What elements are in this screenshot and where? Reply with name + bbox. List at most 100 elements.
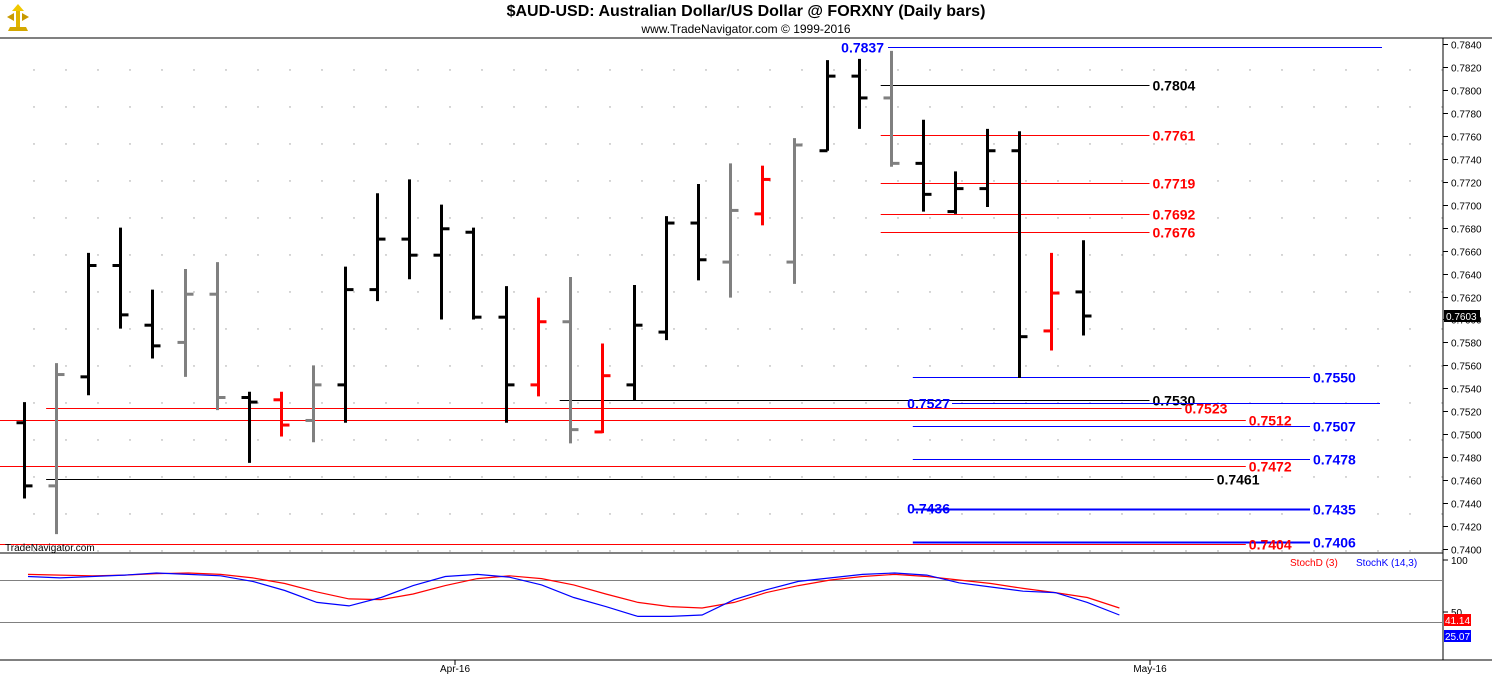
- grid-dot: [129, 476, 131, 478]
- grid-dot: [161, 513, 163, 515]
- grid-dot: [993, 291, 995, 293]
- grid-dot: [1249, 439, 1251, 441]
- grid-dot: [705, 439, 707, 441]
- ohlc-bar: [658, 216, 675, 341]
- ohlc-bar: [80, 252, 97, 396]
- grid-dot: [449, 365, 451, 367]
- grid-dot: [1281, 180, 1283, 182]
- grid-dot: [1377, 513, 1379, 515]
- y-tick-label: 0.7520: [1451, 408, 1482, 419]
- grid-dot: [385, 106, 387, 108]
- y-tick-label: 0.7820: [1451, 64, 1482, 75]
- grid-dot: [833, 513, 835, 515]
- grid-dot: [801, 69, 803, 71]
- grid-dot: [33, 328, 35, 330]
- grid-dot: [193, 550, 195, 552]
- ohlc-bar: [177, 268, 194, 377]
- grid-dot: [897, 254, 899, 256]
- grid-dot: [609, 402, 611, 404]
- grid-dot: [321, 328, 323, 330]
- grid-dot: [961, 328, 963, 330]
- grid-dot: [353, 143, 355, 145]
- grid-dot: [1153, 106, 1155, 108]
- grid-dot: [1121, 365, 1123, 367]
- grid-dot: [961, 254, 963, 256]
- grid-dot: [705, 291, 707, 293]
- ohlc-bar: [786, 138, 803, 284]
- grid-dot: [1057, 106, 1059, 108]
- grid-dot: [929, 217, 931, 219]
- grid-dot: [193, 476, 195, 478]
- grid-dot: [673, 550, 675, 552]
- ohlc-bar: [979, 128, 996, 207]
- ohlc-bar: [1011, 131, 1028, 378]
- trade-navigator-logo: [4, 3, 32, 33]
- grid-dot: [897, 69, 899, 71]
- grid-dot: [1249, 180, 1251, 182]
- grid-dot: [1025, 180, 1027, 182]
- grid-dot: [1313, 106, 1315, 108]
- ohlc-bar: [337, 266, 354, 423]
- grid-dot: [513, 69, 515, 71]
- grid-dot: [609, 69, 611, 71]
- grid-dot: [1313, 69, 1315, 71]
- y-tick-label: 0.7640: [1451, 271, 1482, 282]
- grid-dot: [929, 476, 931, 478]
- grid-dot: [1281, 106, 1283, 108]
- grid-dot: [97, 550, 99, 552]
- grid-dot: [577, 513, 579, 515]
- grid-dot: [257, 106, 259, 108]
- grid-dot: [1313, 254, 1315, 256]
- grid-dot: [129, 439, 131, 441]
- grid-dot: [1217, 69, 1219, 71]
- grid-dot: [1025, 476, 1027, 478]
- grid-dot: [641, 328, 643, 330]
- stoch-y-tick-label: 100: [1451, 556, 1468, 567]
- grid-dot: [481, 476, 483, 478]
- grid-dot: [545, 513, 547, 515]
- grid-dot: [641, 439, 643, 441]
- grid-dot: [833, 476, 835, 478]
- grid-dot: [961, 180, 963, 182]
- grid-dot: [1121, 439, 1123, 441]
- grid-dot: [257, 439, 259, 441]
- grid-dot: [897, 365, 899, 367]
- grid-dot: [705, 180, 707, 182]
- grid-dot: [1281, 69, 1283, 71]
- grid-dot: [1121, 291, 1123, 293]
- grid-dot: [289, 513, 291, 515]
- stoch-d-value: 41.14: [1445, 616, 1470, 627]
- grid-dot: [481, 550, 483, 552]
- grid-dot: [97, 106, 99, 108]
- grid-dot: [705, 513, 707, 515]
- y-tick-label: 0.7800: [1451, 87, 1482, 98]
- level-label-0.7676: 0.7676: [1153, 225, 1196, 241]
- stoch-k-value: 25.07: [1445, 632, 1470, 643]
- grid-dot: [1025, 106, 1027, 108]
- grid-dot: [225, 217, 227, 219]
- stoch-line-k: [27, 572, 1120, 618]
- grid-dot: [1185, 365, 1187, 367]
- grid-dot: [449, 291, 451, 293]
- grid-dot: [897, 550, 899, 552]
- grid-dot: [1217, 291, 1219, 293]
- grid-dot: [1089, 328, 1091, 330]
- y-tick-label: 0.7500: [1451, 431, 1482, 442]
- chart-subtitle: www.TradeNavigator.com © 1999-2016: [641, 22, 851, 36]
- grid-dot: [577, 69, 579, 71]
- grid-dot: [1281, 217, 1283, 219]
- grid-dot: [801, 476, 803, 478]
- grid-dot: [545, 217, 547, 219]
- grid-dot: [65, 254, 67, 256]
- grid-dot: [545, 106, 547, 108]
- grid-dot: [1121, 217, 1123, 219]
- ohlc-bar: [690, 184, 707, 281]
- grid-dot: [865, 69, 867, 71]
- ohlc-bar: [1075, 240, 1092, 336]
- y-tick-label: 0.7480: [1451, 454, 1482, 465]
- grid-dot: [513, 550, 515, 552]
- grid-dot: [97, 217, 99, 219]
- grid-dot: [97, 143, 99, 145]
- grid-dot: [1121, 328, 1123, 330]
- grid-dot: [865, 402, 867, 404]
